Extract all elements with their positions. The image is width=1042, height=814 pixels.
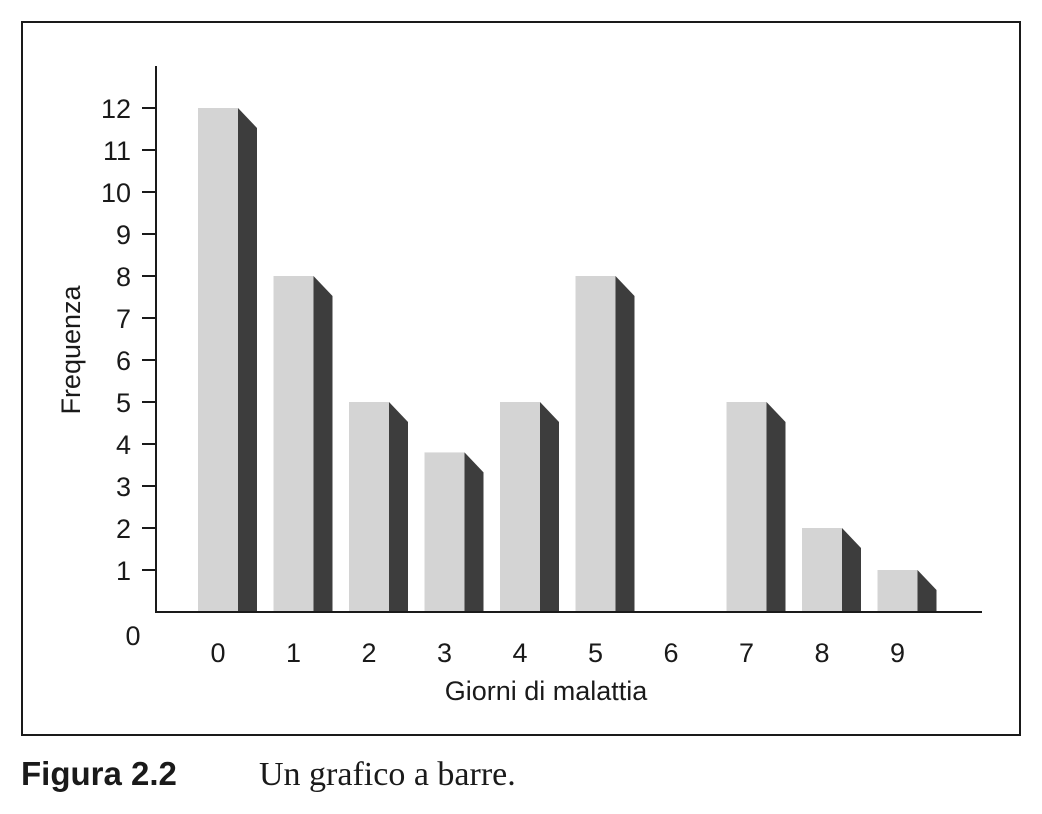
y-tick-label-2: 2: [116, 514, 131, 544]
bar-front-7: [726, 402, 767, 612]
figure-frame: [21, 21, 1021, 736]
bar-1: [273, 276, 333, 612]
caption-label: Figura 2.2: [21, 755, 177, 792]
bar-front-8: [802, 528, 842, 612]
y-axis-title: Frequenza: [56, 284, 86, 414]
x-axis-title: Giorni di malattia: [445, 676, 649, 706]
bar-8: [802, 528, 861, 612]
bar-front-1: [273, 276, 314, 612]
y-tick-label-3: 3: [116, 472, 131, 502]
x-tick-label-6: 6: [663, 638, 678, 668]
bar-front-4: [500, 402, 540, 612]
y-tick-label-8: 8: [116, 262, 131, 292]
bars-layer: [198, 108, 937, 612]
figure-caption: Figura 2.2 Un grafico a barre.: [21, 755, 1021, 805]
x-tick-label-0: 0: [210, 638, 225, 668]
bar-front-3: [424, 452, 465, 612]
bar-front-2: [349, 402, 389, 612]
x-ticks: 0 1 2 3 4 5 6 7 8 9: [210, 638, 905, 668]
y-tick-label-9: 9: [116, 220, 131, 250]
x-tick-label-3: 3: [437, 638, 452, 668]
x-tick-label-8: 8: [814, 638, 829, 668]
x-tick-label-4: 4: [512, 638, 527, 668]
bar-7: [726, 402, 786, 612]
caption-text: Un grafico a barre.: [259, 756, 516, 793]
bar-side-0: [238, 108, 257, 612]
bar-9: [877, 570, 937, 612]
bar-side-2: [389, 402, 408, 612]
y-tick-label-5: 5: [116, 388, 131, 418]
x-tick-label-1: 1: [286, 638, 301, 668]
y-tick-label-7: 7: [116, 304, 131, 334]
bar-side-5: [615, 276, 635, 612]
bar-front-9: [877, 570, 918, 612]
bar-side-3: [464, 452, 484, 612]
y-tick-label-12: 12: [101, 94, 131, 124]
bar-2: [349, 402, 408, 612]
bar-side-4: [540, 402, 559, 612]
x-tick-label-5: 5: [588, 638, 603, 668]
y-tick-label-4: 4: [116, 430, 131, 460]
y-tick-label-11: 11: [103, 136, 131, 166]
y-tick-label-1: 1: [116, 556, 131, 586]
bar-side-1: [313, 276, 333, 612]
y-tick-label-6: 6: [116, 346, 131, 376]
bar-side-8: [842, 528, 861, 612]
bar-side-9: [917, 570, 937, 612]
bar-side-7: [766, 402, 786, 612]
x-tick-label-9: 9: [890, 638, 905, 668]
bar-5: [575, 276, 635, 612]
bar-4: [500, 402, 559, 612]
bar-3: [424, 452, 484, 612]
bar-front-0: [198, 108, 238, 612]
y-tick-label-0: 0: [125, 621, 140, 651]
x-tick-label-2: 2: [361, 638, 376, 668]
y-tick-label-10: 10: [101, 178, 131, 208]
x-tick-label-7: 7: [739, 638, 754, 668]
bar-front-5: [575, 276, 616, 612]
bar-0: [198, 108, 257, 612]
